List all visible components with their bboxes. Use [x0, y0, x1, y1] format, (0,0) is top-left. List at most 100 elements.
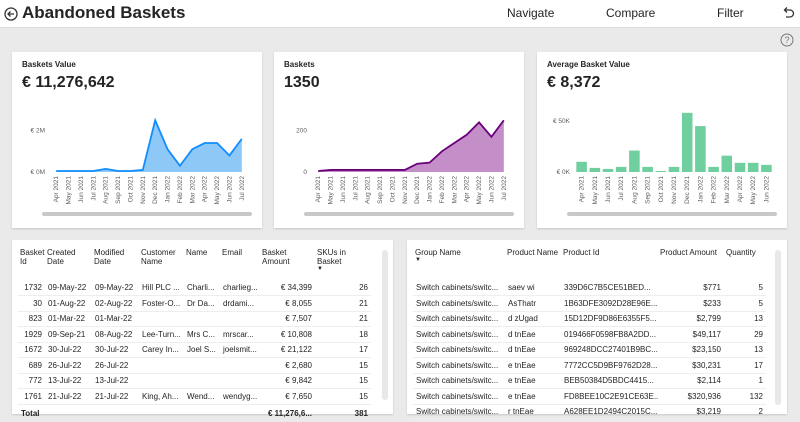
x-tick-label: Feb 2022: [177, 176, 184, 204]
table-cell: 13-Jul-22: [45, 373, 92, 389]
table-cell: $233: [658, 295, 724, 312]
table-cell: Switch cabinets/switc...: [413, 357, 505, 374]
header: Abandoned Baskets Navigate Compare Filte…: [0, 0, 800, 28]
bar: [589, 167, 601, 172]
table-cell: BEB50384D5BDC4415...: [561, 373, 658, 389]
table-cell: € 21,122: [260, 342, 315, 358]
y-tick-label: € 0K: [557, 169, 571, 176]
table-cell: Switch cabinets/switc...: [413, 311, 505, 327]
table-cell: $320,936: [658, 388, 724, 405]
column-header-text: Name: [186, 248, 208, 257]
x-tick-label: Jul 2022: [239, 176, 246, 201]
table-cell: d zUgad: [505, 311, 561, 327]
table-cell: 21-Jul-22: [92, 388, 139, 405]
x-tick-label: Jan 2022: [427, 176, 434, 203]
scrollbar[interactable]: [382, 250, 388, 400]
x-tick-label: Mar 2022: [724, 176, 731, 204]
table-cell: 29: [724, 326, 766, 343]
x-tick-label: Jul 2021: [90, 176, 97, 201]
table-cell: A628EE1D2494C2015C...: [561, 404, 658, 420]
table-cell: Switch cabinets/switc...: [413, 326, 505, 343]
bar: [629, 150, 640, 172]
table-cell: € 8,055: [260, 295, 315, 312]
table-cell: 5: [724, 295, 766, 312]
x-tick-label: Jul 2022: [501, 176, 508, 201]
chart: 0 200 Apr 2021 May 2021 Jun 2021 Jul 2021 Aug …: [296, 119, 514, 216]
table-cell: e tnEae: [505, 388, 561, 405]
table-cell: [184, 403, 220, 422]
table-cell: Switch cabinets/switc...: [413, 404, 505, 420]
scrollbar[interactable]: [42, 212, 252, 216]
back-button[interactable]: [4, 7, 18, 21]
x-tick-label: Oct 2021: [389, 176, 396, 203]
x-tick-label: Mar 2022: [451, 176, 458, 204]
table-cell: 1761: [18, 388, 45, 405]
help-button[interactable]: ?: [780, 33, 794, 47]
table-cell: 13: [724, 311, 766, 327]
table-cell: € 11,276,6...: [260, 403, 315, 422]
column-header: SKUs in Basket ▼: [315, 246, 371, 280]
bar: [695, 126, 706, 172]
table-cell: Switch cabinets/switc...: [413, 373, 505, 389]
table-row: 689 26-Jul-22 26-Jul-22 € 2,680 15: [18, 357, 371, 374]
table-cell: 1732: [18, 280, 45, 296]
column-header-text: Created Date: [47, 248, 76, 266]
column-header-text: SKUs in Basket: [317, 248, 346, 266]
scrollbar[interactable]: [775, 250, 781, 405]
table-cell: 01-Mar-22: [45, 311, 92, 327]
table-row: 1732 09-May-22 09-May-22 Hill PLC ... Charli…: [18, 280, 371, 296]
nav-navigate[interactable]: Navigate: [507, 6, 555, 20]
table-cell: [139, 403, 184, 422]
x-tick-label: Dec 2021: [684, 176, 691, 204]
undo-button[interactable]: [781, 6, 795, 20]
table-cell: 18: [315, 326, 371, 343]
table-cell: Wend...: [184, 388, 220, 405]
table-cell: r tnEae: [505, 404, 561, 420]
line: [318, 119, 505, 172]
table-cell: Foster-O...: [139, 295, 184, 312]
x-tick-label: Jan 2022: [165, 176, 172, 203]
x-tick-label: Jun 2022: [226, 176, 233, 203]
table-cell: [220, 311, 260, 327]
table-cell: mrscar...: [220, 326, 260, 343]
table-cell: Switch cabinets/switc...: [413, 388, 505, 405]
column-header-text: Product Id: [563, 248, 600, 257]
table-row: 1672 30-Jul-22 30-Jul-22 Carey In... Joel S.…: [18, 342, 371, 358]
table-cell: 17: [724, 357, 766, 374]
x-tick-label: Jan 2022: [697, 176, 704, 203]
table-cell: 7772CC5D9BF9762D28...: [561, 357, 658, 374]
x-tick-label: Jun 2022: [763, 176, 770, 203]
table-cell: e tnEae: [505, 357, 561, 374]
baskets-table: Basket Id Created Date Modified Date Custom…: [12, 240, 393, 422]
x-tick-label: Nov 2021: [671, 176, 678, 204]
table-cell: 13-Jul-22: [92, 373, 139, 389]
table-cell: 26: [315, 280, 371, 296]
table-cell: 1929: [18, 326, 45, 343]
x-tick-label: Dec 2021: [152, 176, 159, 204]
table-row: 823 01-Mar-22 01-Mar-22 € 7,507 21: [18, 311, 371, 327]
x-tick-label: Jun 2022: [488, 176, 495, 203]
x-tick-label: May 2022: [476, 176, 483, 205]
table-row: Switch cabinets/switc... d tnEae 969248DCC…: [413, 342, 766, 358]
card-title: Baskets: [284, 60, 315, 69]
y-tick-label: 0: [303, 169, 307, 176]
nav-filter[interactable]: Filter: [717, 6, 744, 20]
table-cell: 26-Jul-22: [45, 357, 92, 374]
bar: [721, 155, 733, 172]
bar: [761, 164, 772, 172]
table-cell: [184, 373, 220, 389]
y-tick-label: € 50K: [553, 118, 571, 125]
table-cell: 30-Jul-22: [92, 342, 139, 358]
scrollbar[interactable]: [304, 212, 514, 216]
table-cell: Carey In...: [139, 342, 184, 358]
chart: € 0K € 50K Apr 2021 May 2021 Jun 2021 Jul 202…: [553, 112, 777, 216]
table-cell: € 2,680: [260, 357, 315, 374]
products-table: Group Name ▼ Product Name Product Id Product…: [407, 240, 787, 420]
scrollbar[interactable]: [567, 212, 777, 216]
table-cell: 019466F0598FB8A2DD...: [561, 326, 658, 343]
table-cell: 2: [724, 404, 766, 420]
table-cell: $2,114: [658, 373, 724, 389]
kpi-card: Baskets 1350 0 200 Apr 2021 May 2021 Jun 202…: [274, 52, 524, 228]
table-cell: [184, 311, 220, 327]
nav-compare[interactable]: Compare: [606, 6, 656, 20]
